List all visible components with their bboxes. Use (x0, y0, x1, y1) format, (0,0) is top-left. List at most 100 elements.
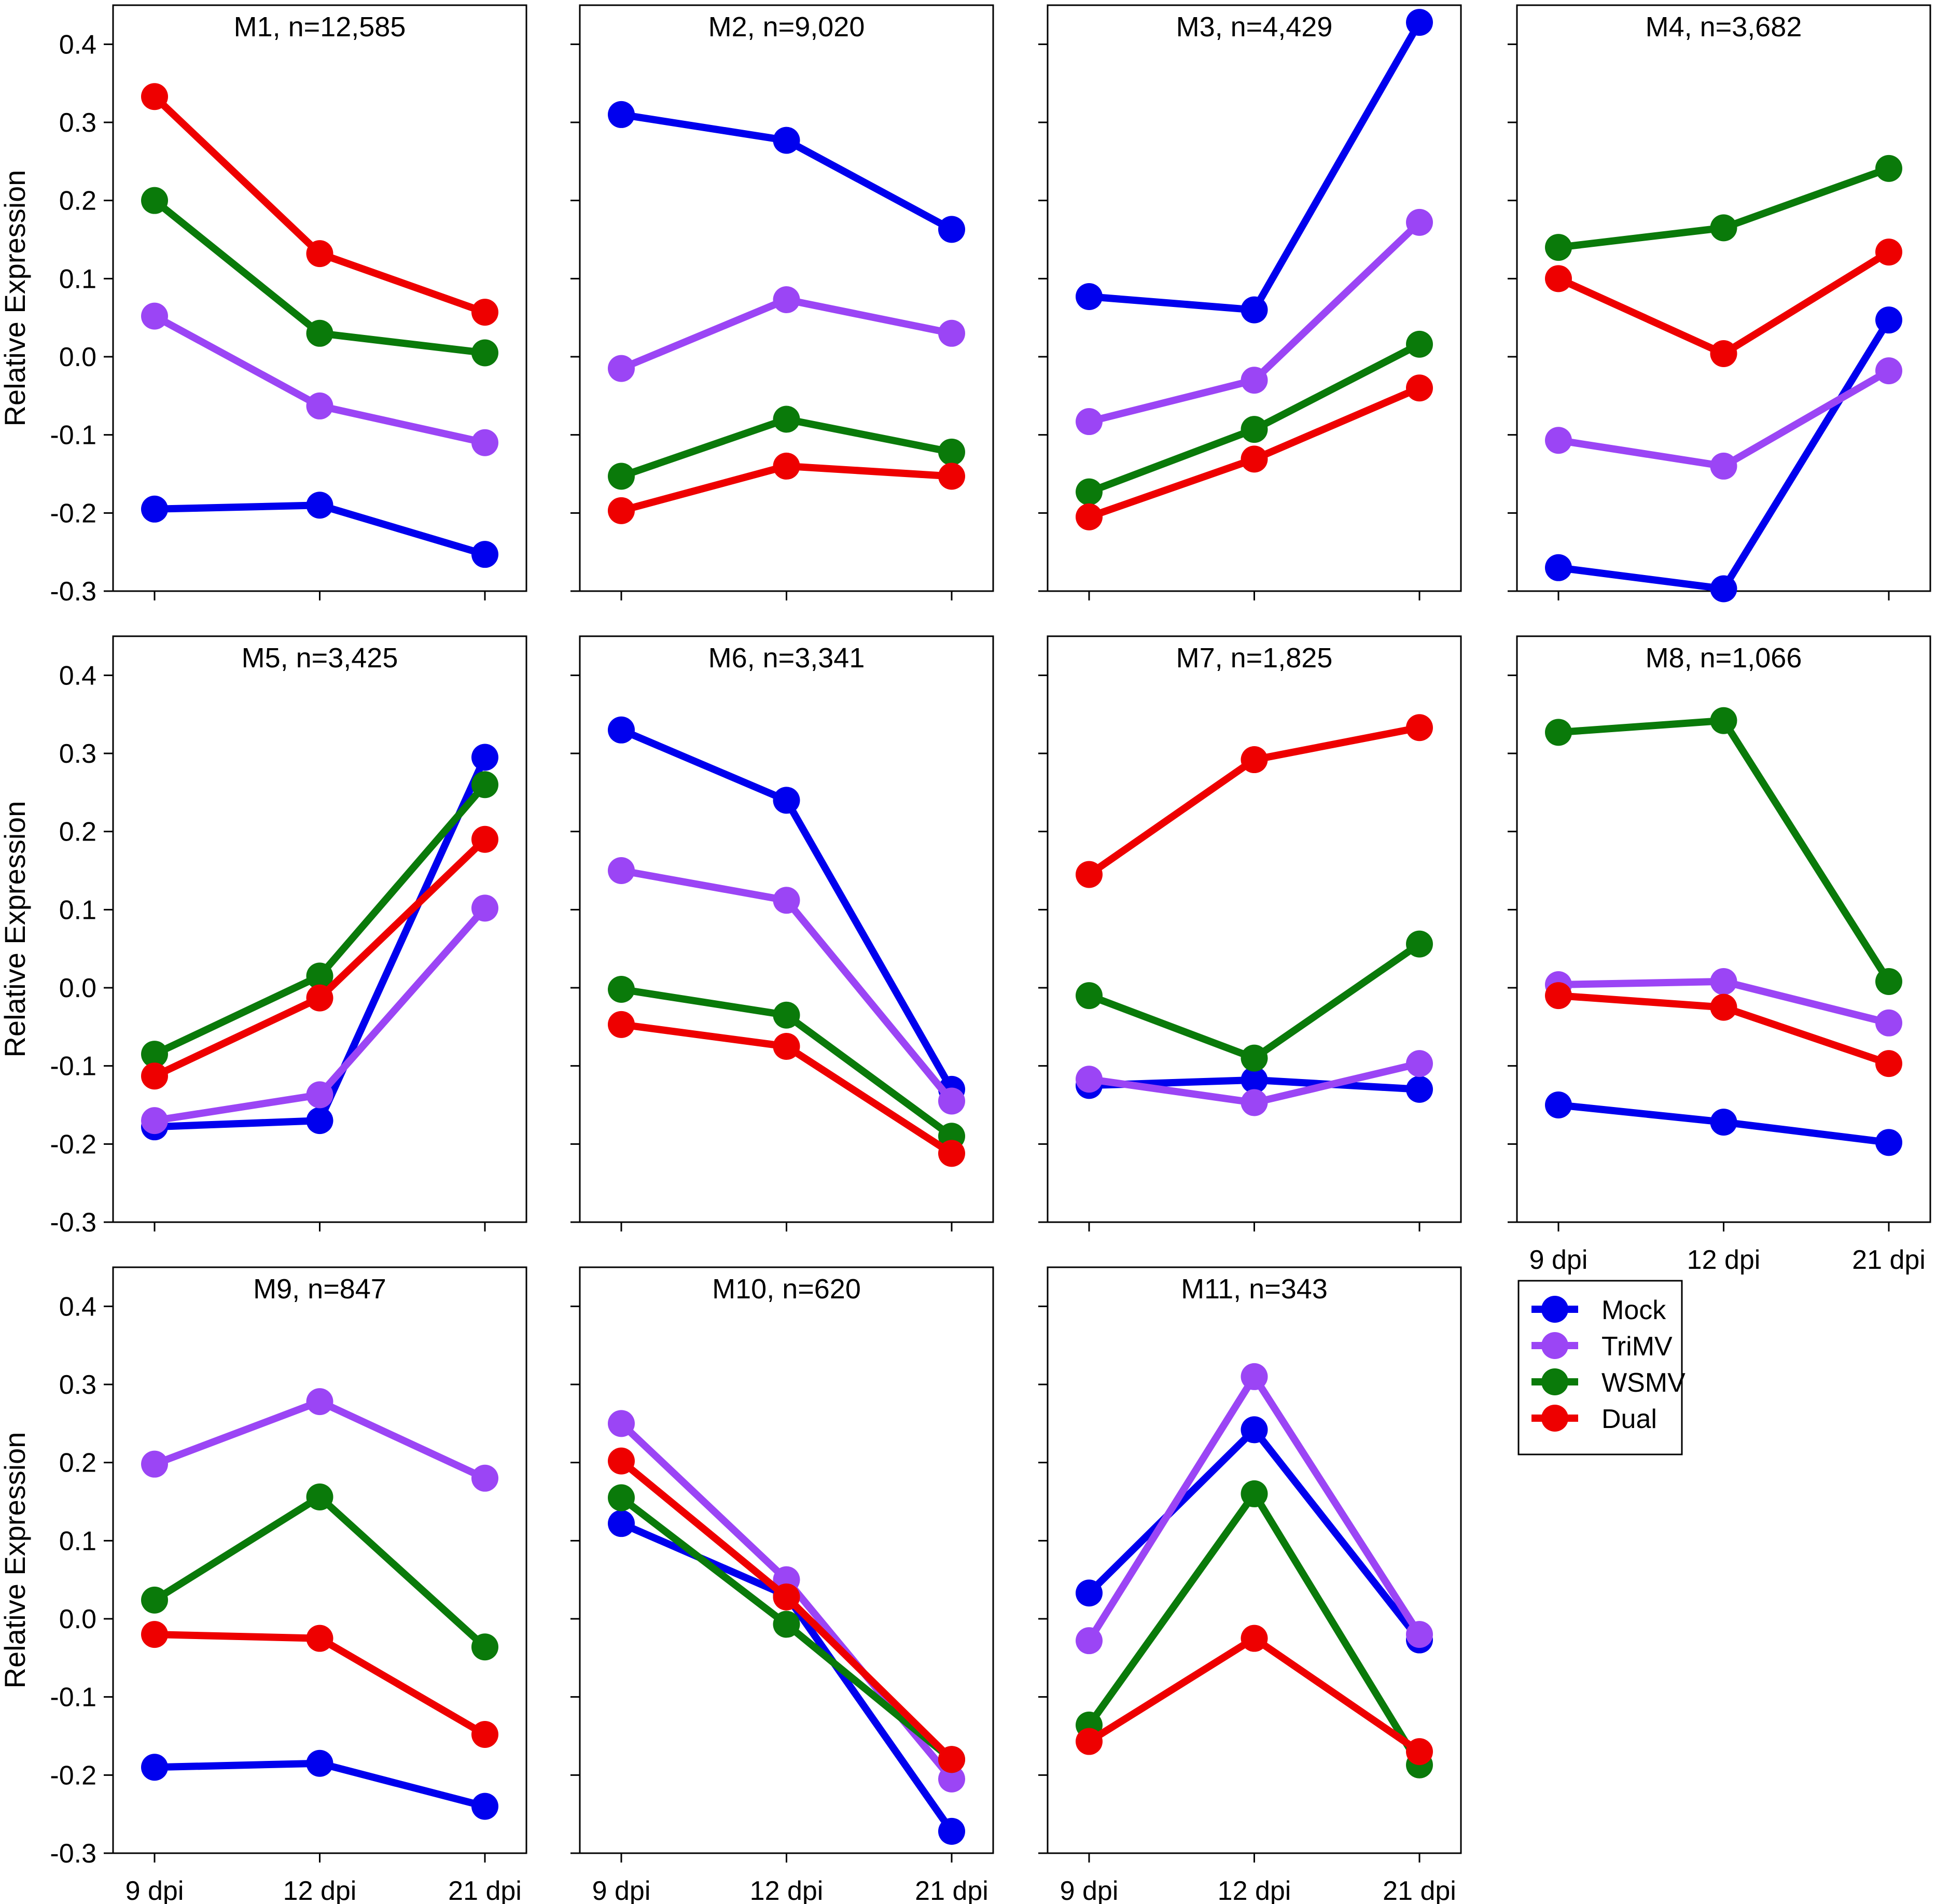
data-point-trimv (471, 894, 498, 922)
data-point-dual (141, 83, 168, 110)
data-point-dual (1241, 445, 1268, 473)
data-point-trimv (938, 1087, 965, 1115)
data-point-mock (1710, 575, 1737, 603)
data-point-dual (471, 299, 498, 326)
panel-2: M2, n=9,020 (570, 4, 994, 600)
data-point-mock (471, 744, 498, 771)
y-tick-label: 0.1 (59, 895, 96, 925)
y-axis-label: Relative Expression (0, 801, 31, 1058)
data-point-wsmv (1710, 214, 1737, 242)
legend-marker-trimv (1541, 1332, 1568, 1359)
data-point-dual (1545, 982, 1572, 1010)
x-tick-label: 9 dpi (592, 1876, 651, 1904)
data-point-wsmv (1241, 1044, 1268, 1072)
y-tick-label: 0.2 (59, 1448, 96, 1478)
panel-title: M11, n=343 (1181, 1273, 1328, 1305)
panel-title: M9, n=847 (253, 1273, 386, 1305)
data-point-mock (1241, 1066, 1268, 1094)
data-point-dual (1545, 265, 1572, 292)
data-point-mock (1076, 1579, 1103, 1607)
data-point-wsmv (1545, 719, 1572, 746)
data-point-trimv (1875, 1009, 1902, 1037)
y-axis-label: Relative Expression (0, 1432, 31, 1689)
y-tick-label: -0.2 (50, 1760, 96, 1790)
data-point-dual (938, 1746, 965, 1773)
series-line-trimv (1086, 1373, 1423, 1643)
data-point-wsmv (773, 1001, 800, 1029)
data-point-mock (1406, 9, 1433, 36)
data-point-trimv (1406, 208, 1433, 236)
y-tick-label: 0.4 (59, 661, 96, 691)
data-point-wsmv (306, 962, 333, 990)
panel-title: M2, n=9,020 (708, 11, 865, 43)
y-tick-label: 0.1 (59, 1526, 96, 1556)
plot-frame (1047, 635, 1462, 1223)
panel-title: M5, n=3,425 (242, 642, 398, 674)
data-point-trimv (306, 1388, 333, 1416)
panel-6: M6, n=3,341 (570, 635, 994, 1231)
data-point-dual (1241, 1625, 1268, 1652)
plot-frame (579, 1266, 994, 1854)
data-point-trimv (608, 355, 635, 382)
y-tick-label: 0.0 (59, 973, 96, 1003)
data-point-mock (1875, 306, 1902, 334)
data-point-wsmv (141, 1586, 168, 1614)
data-point-trimv (141, 1107, 168, 1135)
data-point-trimv (141, 302, 168, 330)
data-point-trimv (1406, 1050, 1433, 1077)
data-point-mock (608, 716, 635, 744)
data-point-trimv (938, 319, 965, 347)
y-tick-label: 0.3 (59, 1370, 96, 1400)
y-tick-label: -0.2 (50, 498, 96, 528)
legend-label-trimv: TriMV (1601, 1332, 1673, 1362)
y-tick-label: -0.1 (50, 1052, 96, 1082)
data-point-dual (938, 1140, 965, 1167)
panel-title: M1, n=12,585 (234, 11, 406, 43)
data-point-wsmv (608, 976, 635, 1003)
data-point-wsmv (773, 1611, 800, 1638)
x-tick-label: 21 dpi (448, 1876, 522, 1904)
data-point-mock (1545, 554, 1572, 581)
data-point-mock (608, 1510, 635, 1537)
legend: Mock TriMV WSMV Dual (1517, 1280, 1686, 1455)
x-tick-label: 21 dpi (1852, 1245, 1926, 1275)
data-point-wsmv (1076, 478, 1103, 506)
data-point-mock (938, 1817, 965, 1845)
data-point-wsmv (471, 771, 498, 799)
data-point-mock (471, 541, 498, 568)
data-point-trimv (141, 1450, 168, 1478)
data-point-wsmv (1875, 155, 1902, 182)
data-point-mock (1875, 1129, 1902, 1156)
panel-title: M7, n=1,825 (1176, 642, 1333, 674)
data-point-trimv (1076, 1627, 1103, 1655)
y-tick-label: -0.3 (50, 577, 96, 607)
x-tick-label: 12 dpi (750, 1876, 824, 1904)
data-point-wsmv (471, 339, 498, 367)
panel-title: M3, n=4,429 (1176, 11, 1333, 43)
series-line-mock (1087, 1426, 1423, 1643)
data-point-dual (1076, 861, 1103, 888)
data-point-dual (1076, 1728, 1103, 1755)
data-point-trimv (1545, 427, 1572, 454)
data-point-dual (1710, 340, 1737, 367)
series-line-trimv (1557, 368, 1891, 470)
data-point-wsmv (1710, 707, 1737, 734)
data-point-mock (938, 216, 965, 243)
data-point-wsmv (1406, 330, 1433, 358)
data-point-dual (608, 1447, 635, 1475)
data-point-mock (141, 1754, 168, 1781)
data-point-mock (1076, 283, 1103, 310)
legend-marker-mock (1541, 1296, 1568, 1323)
data-point-wsmv (141, 187, 168, 214)
legend-label-wsmv: WSMV (1601, 1368, 1686, 1398)
series-line-dual (152, 94, 486, 316)
data-point-wsmv (1241, 1480, 1268, 1507)
data-point-dual (306, 240, 333, 268)
panel-1: -0.3 -0.2 -0.1 0.0 0.1 0.2 0.3 0.4 M1, n=12,585 R… (0, 4, 527, 607)
plot-frame (1516, 4, 1931, 592)
x-tick-label: 9 dpi (1529, 1245, 1588, 1275)
data-point-trimv (306, 392, 333, 419)
data-point-mock (306, 1107, 333, 1135)
data-point-dual (938, 463, 965, 490)
data-point-trimv (471, 1464, 498, 1492)
